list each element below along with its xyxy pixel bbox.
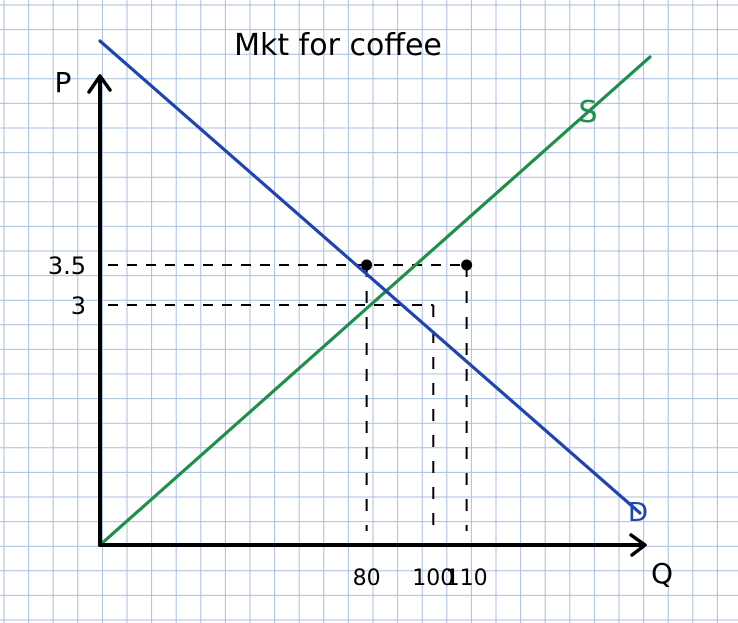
x-axis-arrow: [629, 533, 647, 557]
y-axis-label: P: [55, 66, 72, 99]
data-point: [461, 259, 473, 271]
curves: [98, 39, 652, 547]
data-point: [361, 259, 373, 271]
demand-label: D: [628, 498, 648, 528]
axes: [87, 74, 647, 557]
y-tick-label: 3: [71, 292, 86, 320]
demand-line: [98, 39, 642, 515]
guide-lines: [108, 264, 468, 531]
chart-title: Mkt for coffee: [234, 28, 442, 63]
x-tick-label: 110: [446, 566, 488, 591]
x-axis-label: Q: [651, 557, 673, 590]
supply-line: [98, 55, 652, 547]
points: [361, 259, 473, 271]
y-axis-arrow: [87, 74, 112, 94]
y-tick-label: 3.5: [48, 252, 86, 280]
x-tick-label: 80: [353, 566, 381, 591]
x-tick-label: 100: [412, 566, 454, 591]
supply-label: S: [578, 95, 597, 130]
